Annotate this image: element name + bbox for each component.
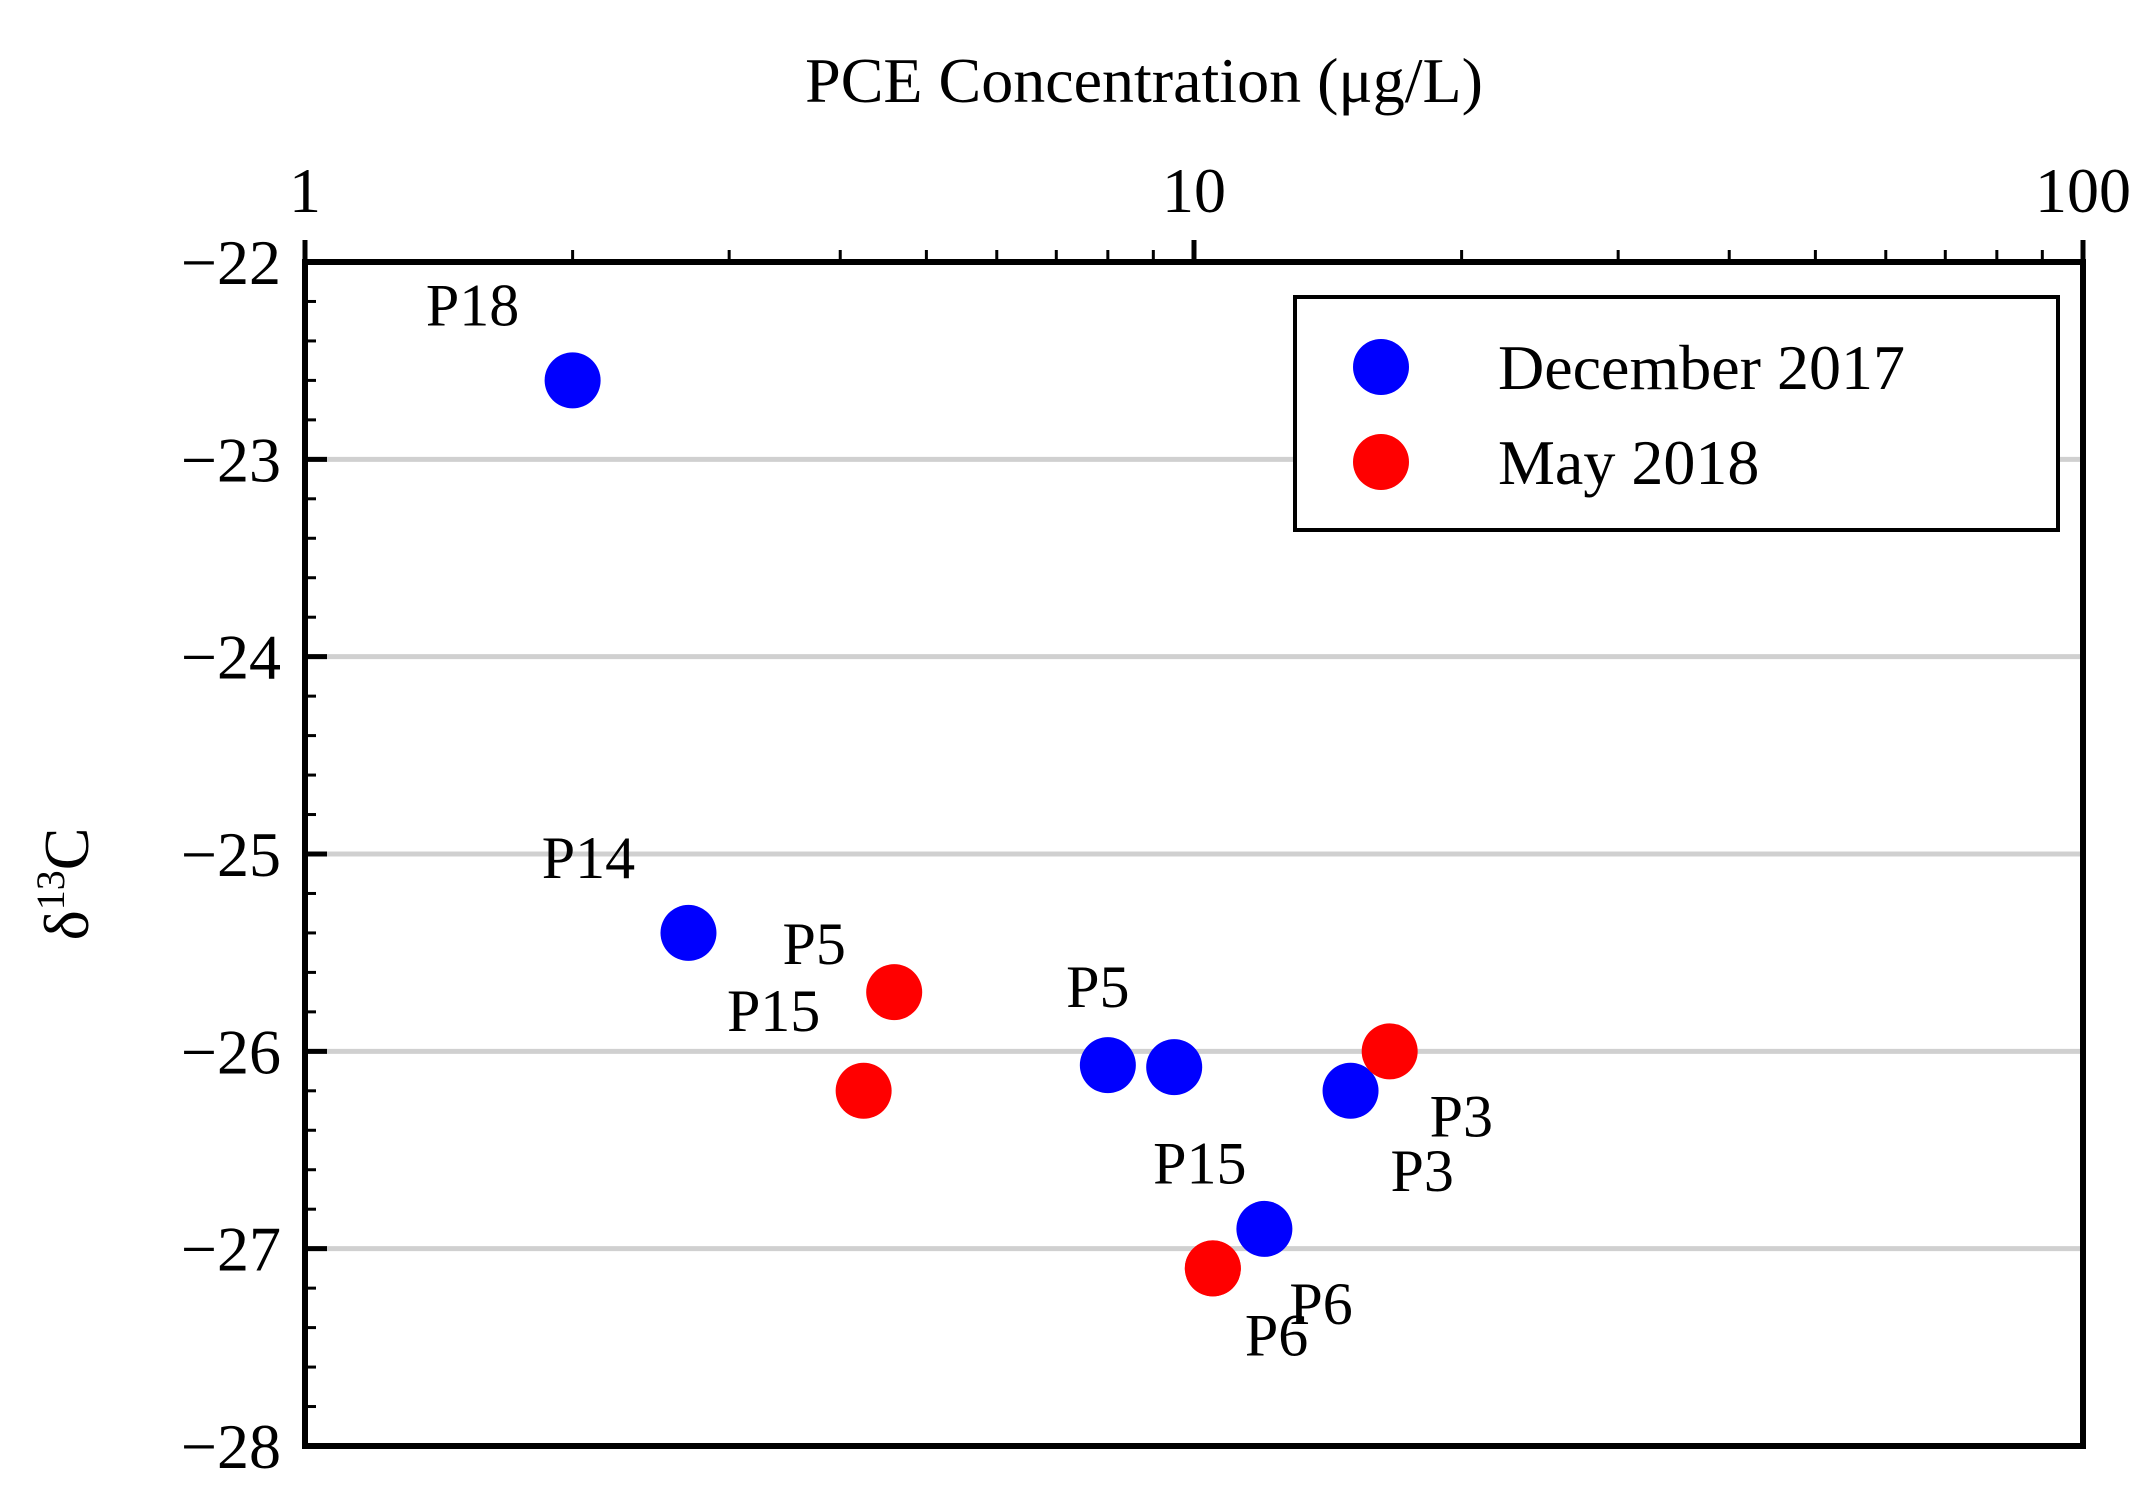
- legend-box: [1293, 295, 2060, 532]
- legend-label: December 2017: [1498, 332, 1905, 403]
- y-tick-label: −26: [181, 1016, 281, 1087]
- data-point: [1236, 1200, 1293, 1257]
- legend-marker: [1353, 339, 1409, 395]
- y-tick-label: −27: [181, 1214, 281, 1285]
- x-tick-label: 100: [2035, 155, 2131, 226]
- data-point: [660, 904, 717, 961]
- data-point-label: P6: [1289, 1271, 1352, 1337]
- y-tick-label: −23: [181, 424, 281, 495]
- data-point-label: P6: [1245, 1302, 1308, 1368]
- y-axis-title-delta: δ: [31, 910, 102, 940]
- y-tick-label: −25: [181, 819, 281, 890]
- data-point-label: P15: [727, 978, 820, 1044]
- y-tick-label: −28: [181, 1411, 281, 1482]
- data-point: [1361, 1023, 1418, 1080]
- y-axis-title-carbon: C: [31, 828, 102, 871]
- data-point: [544, 352, 601, 409]
- y-axis-title-superscript: 13: [28, 870, 73, 910]
- y-axis-title: δ13C: [28, 828, 102, 941]
- y-tick-label: −22: [181, 227, 281, 298]
- x-tick-label: 10: [1162, 155, 1226, 226]
- data-point-label: P5: [783, 911, 846, 977]
- data-point-label: P3: [1430, 1083, 1493, 1149]
- data-point: [1322, 1062, 1379, 1119]
- y-axis-ticks: −22 −23 −24 −25 −26 −27 −28: [181, 227, 327, 1482]
- x-axis-title: PCE Concentration (μg/L): [805, 45, 1483, 116]
- x-tick-label: 1: [289, 155, 321, 226]
- data-point: [1079, 1037, 1136, 1094]
- y-tick-label: −24: [181, 622, 281, 693]
- data-point-label: P5: [1066, 954, 1129, 1020]
- data-point: [1184, 1240, 1241, 1297]
- x-axis-ticks: 1 10 100: [289, 155, 2131, 262]
- data-point: [835, 1062, 892, 1119]
- data-point-label: P18: [426, 272, 519, 338]
- data-point-label: P14: [542, 825, 635, 891]
- data-point-label: P3: [1391, 1138, 1454, 1204]
- data-point-label: P15: [1153, 1130, 1246, 1196]
- data-points: [544, 352, 1418, 1297]
- data-point: [866, 964, 923, 1021]
- legend: December 2017 May 2018: [1293, 295, 2060, 532]
- data-point: [1146, 1039, 1203, 1096]
- legend-label: May 2018: [1498, 427, 1759, 498]
- legend-marker: [1353, 434, 1409, 490]
- plot-area-frame: [302, 259, 2086, 1449]
